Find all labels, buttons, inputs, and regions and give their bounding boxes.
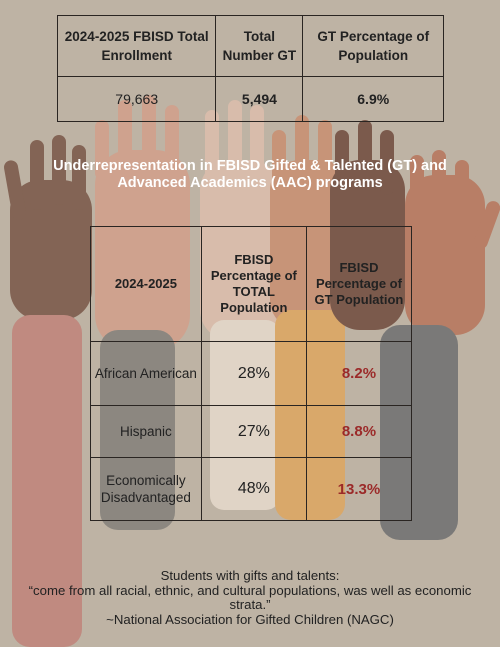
page-title: Underrepresentation in FBISD Gifted & Ta… xyxy=(53,158,447,191)
group-label: Economically Disadvantaged xyxy=(90,457,202,521)
quote-text: “come from all racial, ethnic, and cultu… xyxy=(28,582,472,612)
hand-icon xyxy=(4,135,92,320)
value-gt-percentage: 6.9% xyxy=(302,76,444,122)
group-label: African American xyxy=(90,341,202,406)
summary-header-row: 2024-2025 FBISD Total Enrollment Total N… xyxy=(56,15,444,77)
summary-value-row: 79,663 5,494 6.9% xyxy=(56,76,444,122)
value-total-gt: 5,494 xyxy=(215,76,304,122)
summary-table: 2024-2025 FBISD Total Enrollment Total N… xyxy=(56,15,444,122)
gt-percentage: 13.3% xyxy=(305,457,413,521)
header-gt-population: FBISD Percentage of GT Population xyxy=(305,226,413,342)
table-row: Hispanic 27% 8.8% xyxy=(90,405,413,458)
group-label: Hispanic xyxy=(90,405,202,458)
header-total-enrollment: 2024-2025 FBISD Total Enrollment xyxy=(56,15,217,77)
total-percentage: 48% xyxy=(200,457,307,521)
sleeve xyxy=(12,315,82,647)
table-header-row: 2024-2025 FBISD Percentage of TOTAL Popu… xyxy=(90,226,413,342)
hand-icon xyxy=(405,150,500,335)
nagc-quote: Students with gifts and talents: “come f… xyxy=(15,568,485,627)
quote-intro: Students with gifts and talents: xyxy=(160,568,340,583)
gt-percentage: 8.8% xyxy=(305,405,413,458)
total-percentage: 28% xyxy=(200,341,307,406)
table-row: African American 28% 8.2% xyxy=(90,341,413,406)
gt-percentage: 8.2% xyxy=(305,341,413,406)
table-row: Economically Disadvantaged 48% 13.3% xyxy=(90,457,413,521)
header-total-population: FBISD Percentage of TOTAL Population xyxy=(200,226,307,342)
header-total-gt: Total Number GT xyxy=(215,15,304,77)
header-year: 2024-2025 xyxy=(90,226,202,342)
quote-source: ~National Association for Gifted Childre… xyxy=(106,611,394,627)
value-total-enrollment: 79,663 xyxy=(56,76,217,122)
representation-table: 2024-2025 FBISD Percentage of TOTAL Popu… xyxy=(90,226,413,521)
total-percentage: 27% xyxy=(200,405,307,458)
header-gt-percentage: GT Percentage of Population xyxy=(302,15,444,77)
